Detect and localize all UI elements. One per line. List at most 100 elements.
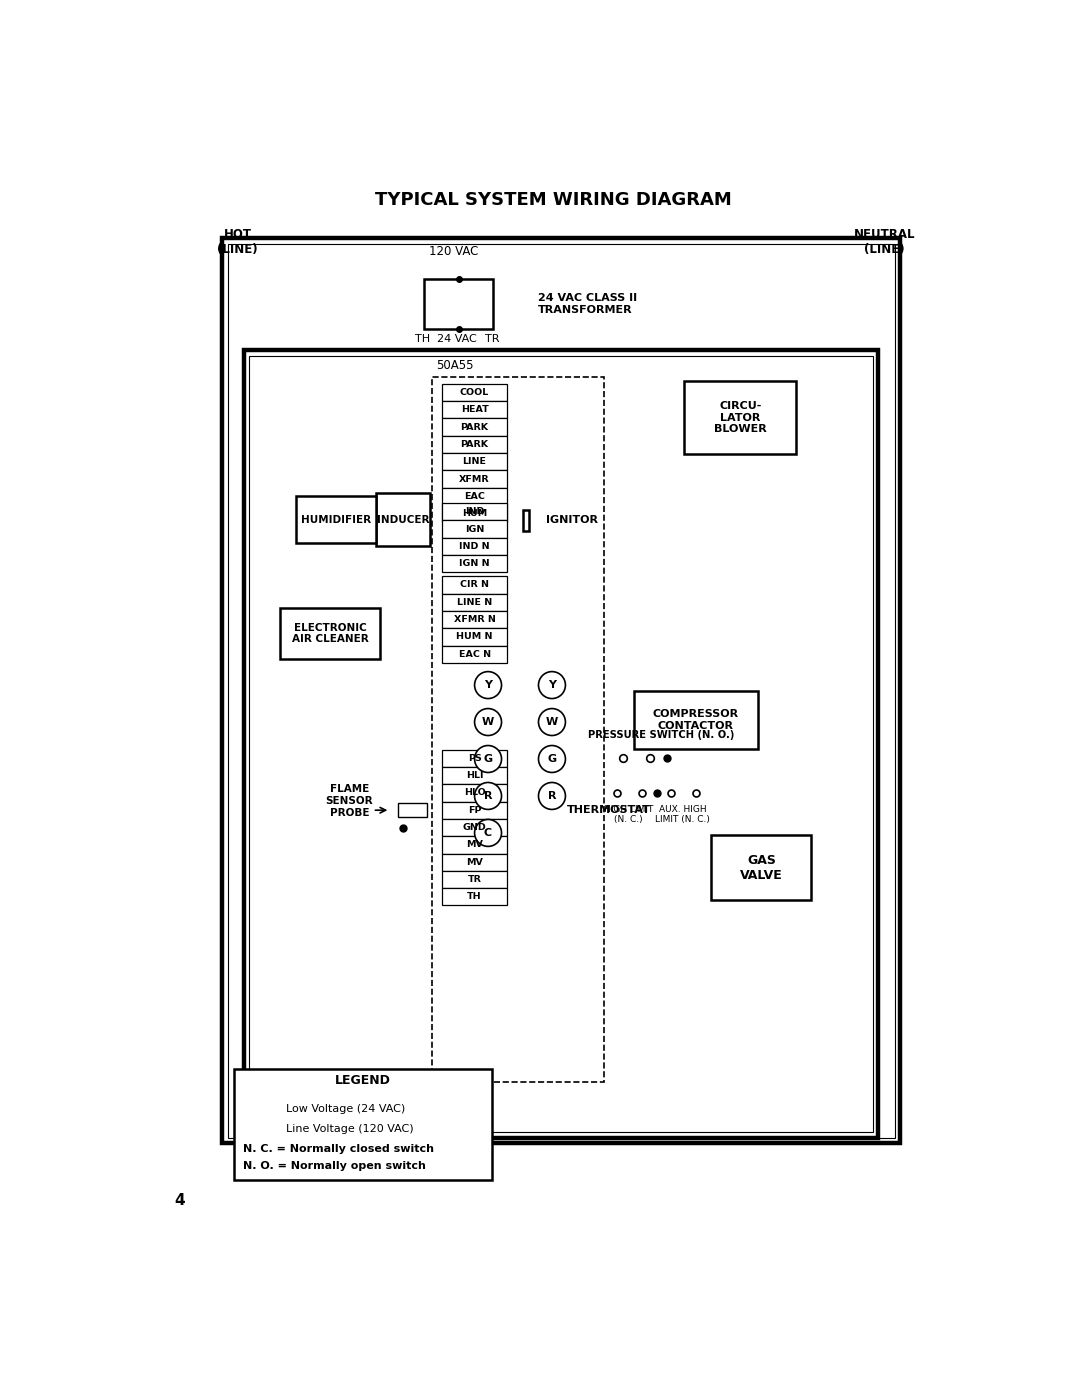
Text: Low Voltage (24 VAC): Low Voltage (24 VAC) [286,1104,406,1113]
Bar [442,538,508,555]
Text: IGNITOR: IGNITOR [545,515,598,525]
Bar [442,629,508,645]
Circle shape [474,782,501,809]
Text: HIGH LIMIT
(N. C.): HIGH LIMIT (N. C.) [604,805,653,824]
Text: Y: Y [548,680,556,690]
Bar [442,555,508,573]
Bar [442,577,508,594]
Bar [442,870,508,888]
Text: HLO: HLO [463,788,485,798]
Text: TR: TR [485,334,499,344]
Text: IGN N: IGN N [459,559,490,569]
Circle shape [474,672,501,698]
Text: 24 VAC CLASS II
TRANSFORMER: 24 VAC CLASS II TRANSFORMER [538,293,637,314]
Bar [712,835,811,900]
Bar [424,279,494,328]
Bar [432,377,604,1081]
Bar [296,496,377,542]
Text: LINE: LINE [462,457,487,467]
Bar [442,436,508,453]
Text: HUM N: HUM N [457,633,492,641]
Text: LINE N: LINE N [457,598,492,606]
Text: TR: TR [468,875,482,884]
Bar [442,471,508,488]
Bar [442,419,508,436]
Text: 50A55: 50A55 [435,359,473,372]
Bar [442,453,508,471]
Text: EAC: EAC [464,492,485,502]
Bar [442,521,508,538]
Text: TYPICAL SYSTEM WIRING DIAGRAM: TYPICAL SYSTEM WIRING DIAGRAM [375,191,732,210]
Text: G: G [548,754,556,764]
Text: INDUCER: INDUCER [377,514,430,524]
Bar [280,609,380,658]
Circle shape [539,746,566,773]
Text: IND: IND [464,507,484,517]
Text: 24 VAC: 24 VAC [437,334,477,344]
Bar [249,355,873,1133]
Text: HLI: HLI [465,771,484,780]
Bar [228,244,894,1137]
Circle shape [474,708,501,735]
Bar [377,493,430,546]
Text: PARK: PARK [460,423,488,432]
Text: FLAME
SENSOR
PROBE: FLAME SENSOR PROBE [326,784,374,817]
Text: AUX. HIGH
LIMIT (N. C.): AUX. HIGH LIMIT (N. C.) [656,805,711,824]
Bar [442,802,508,819]
Text: PRESSURE SWITCH (N. O.): PRESSURE SWITCH (N. O.) [589,731,734,740]
Text: Y: Y [484,680,492,690]
Circle shape [539,672,566,698]
Bar [442,784,508,802]
Text: TH: TH [468,893,482,901]
Bar [442,384,508,401]
Bar [442,488,508,506]
Circle shape [474,746,501,773]
Text: Line Voltage (120 VAC): Line Voltage (120 VAC) [286,1123,414,1133]
Text: N. C. = Normally closed switch: N. C. = Normally closed switch [243,1144,434,1154]
Bar [442,401,508,419]
Text: IND N: IND N [459,542,490,550]
Text: W: W [545,717,558,726]
Text: COMPRESSOR
CONTACTOR: COMPRESSOR CONTACTOR [653,708,739,731]
Text: GAS
VALVE: GAS VALVE [740,854,783,882]
Text: PS: PS [468,754,482,763]
Text: 4: 4 [175,1193,186,1208]
Bar [442,594,508,610]
Text: COOL: COOL [460,388,489,397]
Bar [244,351,878,1137]
Bar [685,381,796,454]
Text: ELECTRONIC
AIR CLEANER: ELECTRONIC AIR CLEANER [292,623,368,644]
Text: CIRCU-
LATOR
BLOWER: CIRCU- LATOR BLOWER [714,401,767,434]
Text: C: C [484,828,492,838]
Bar [397,803,428,817]
Bar [634,692,757,749]
Text: EAC N: EAC N [459,650,490,659]
Bar [442,506,508,522]
Circle shape [539,782,566,809]
Text: MV: MV [467,858,483,866]
Bar [442,888,508,905]
Text: R: R [548,791,556,800]
Text: R: R [484,791,492,800]
Bar [442,854,508,870]
Bar [442,819,508,837]
Text: HEAT: HEAT [461,405,488,415]
Text: LEGEND: LEGEND [335,1073,391,1087]
Text: XFMR: XFMR [459,475,490,483]
Bar [442,767,508,784]
Bar [442,750,508,767]
Bar [442,503,508,521]
Text: NEUTRAL
(LINE): NEUTRAL (LINE) [854,228,916,256]
Text: W: W [482,717,495,726]
Text: TH: TH [415,334,430,344]
Text: FP: FP [468,806,482,814]
Bar [222,239,900,1143]
Text: THERMOSTAT: THERMOSTAT [567,805,651,814]
Text: 120 VAC: 120 VAC [429,244,478,258]
Text: N. O. = Normally open switch: N. O. = Normally open switch [243,1161,427,1171]
Text: HUMIDIFIER: HUMIDIFIER [301,514,372,524]
Text: CIR N: CIR N [460,581,489,590]
Text: G: G [484,754,492,764]
Bar [442,610,508,629]
Circle shape [474,820,501,847]
